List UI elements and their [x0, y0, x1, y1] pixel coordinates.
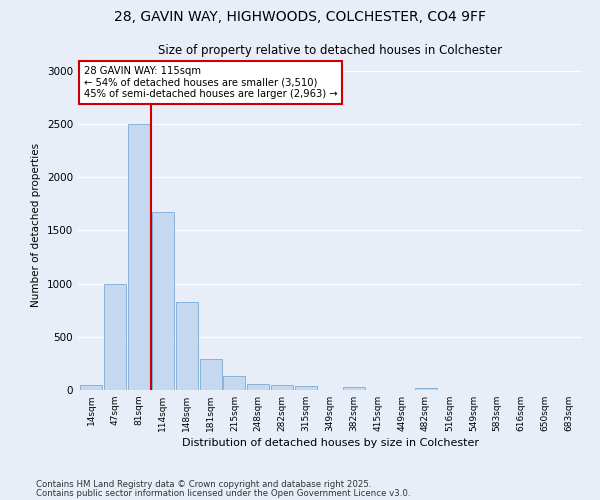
Title: Size of property relative to detached houses in Colchester: Size of property relative to detached ho…	[158, 44, 502, 58]
Bar	[80, 384, 102, 390]
Bar	[223, 376, 245, 390]
Bar	[200, 359, 221, 390]
Text: Contains HM Land Registry data © Crown copyright and database right 2025.: Contains HM Land Registry data © Crown c…	[36, 480, 371, 489]
Text: Contains public sector information licensed under the Open Government Licence v3: Contains public sector information licen…	[36, 490, 410, 498]
Bar	[295, 386, 317, 390]
Bar	[104, 284, 126, 390]
Bar	[343, 387, 365, 390]
Bar	[176, 302, 197, 390]
Bar	[247, 384, 269, 390]
Bar	[415, 388, 437, 390]
Text: 28 GAVIN WAY: 115sqm
← 54% of detached houses are smaller (3,510)
45% of semi-de: 28 GAVIN WAY: 115sqm ← 54% of detached h…	[83, 66, 337, 99]
X-axis label: Distribution of detached houses by size in Colchester: Distribution of detached houses by size …	[182, 438, 479, 448]
Bar	[128, 124, 150, 390]
Bar	[271, 384, 293, 390]
Bar	[152, 212, 174, 390]
Y-axis label: Number of detached properties: Number of detached properties	[31, 143, 41, 307]
Text: 28, GAVIN WAY, HIGHWOODS, COLCHESTER, CO4 9FF: 28, GAVIN WAY, HIGHWOODS, COLCHESTER, CO…	[114, 10, 486, 24]
